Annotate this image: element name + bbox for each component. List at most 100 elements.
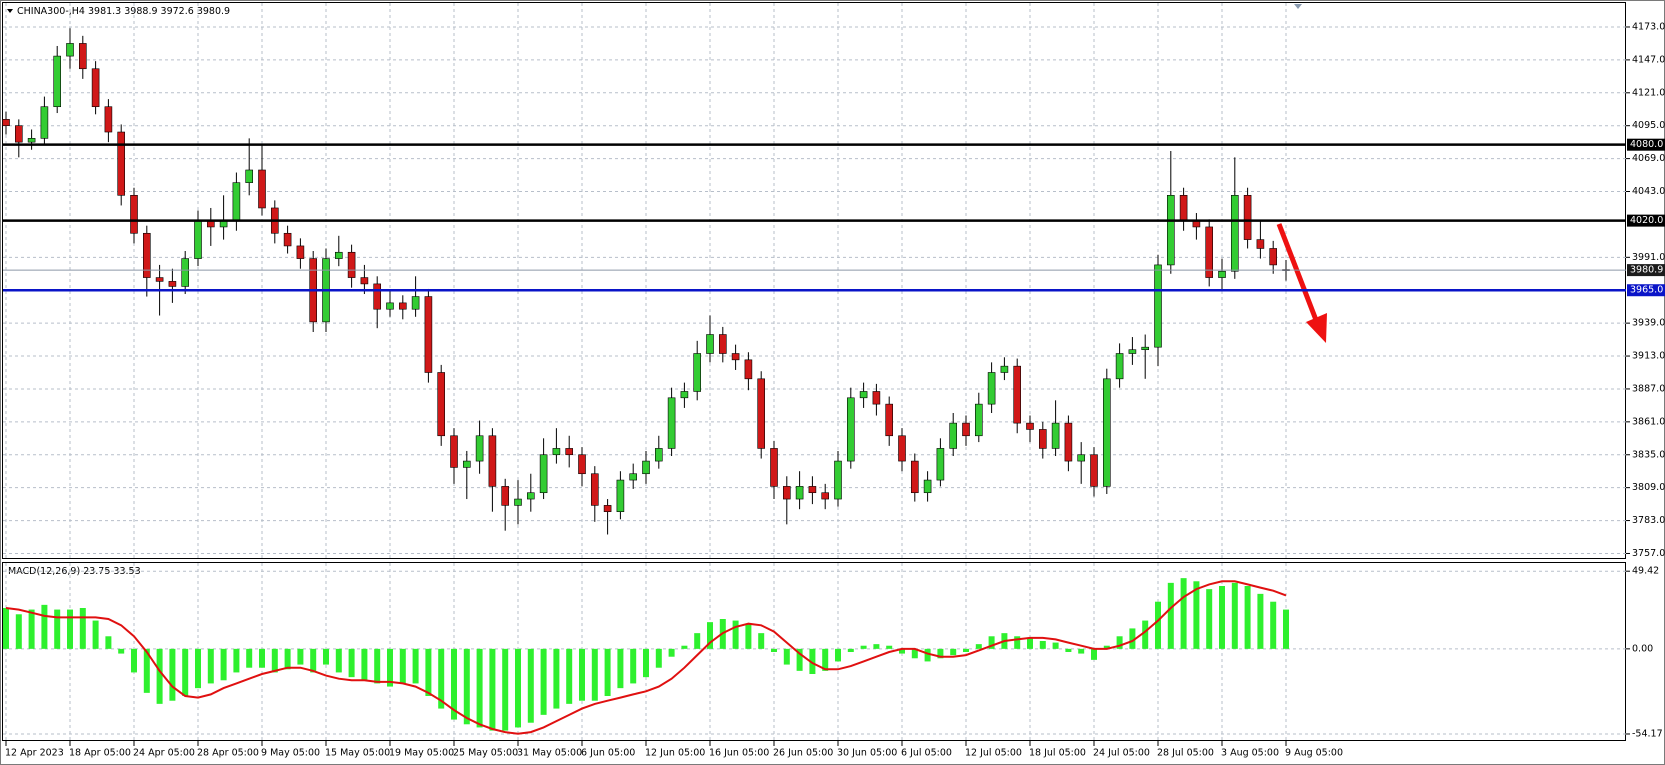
x-tick-label: 9 Aug 05:00: [1285, 748, 1343, 759]
x-tick-label: 31 May 05:00: [517, 748, 582, 759]
macd-bar: [540, 648, 547, 715]
candle-body: [974, 403, 983, 437]
bid-label: 3980.9: [1630, 265, 1663, 276]
candle-body: [1077, 454, 1085, 462]
macd-bar: [783, 648, 790, 665]
candle-body: [1141, 346, 1149, 351]
candle-body: [130, 195, 138, 234]
shift-marker: [1294, 4, 1302, 9]
candle-body: [808, 486, 817, 494]
x-tick-label: 6 Jun 05:00: [581, 748, 635, 759]
y-tick-label: 3991.0: [1632, 252, 1665, 263]
candle-body: [616, 479, 625, 513]
candle-body: [1064, 422, 1073, 462]
macd-bar: [1270, 601, 1277, 649]
candle-body: [334, 251, 343, 259]
x-tick-label: 28 Jul 05:00: [1157, 748, 1214, 759]
macd-bar: [79, 608, 86, 649]
macd-bar: [1027, 637, 1033, 649]
macd-bar: [220, 648, 227, 681]
macd-bar: [630, 648, 637, 684]
macd-bar: [1142, 620, 1149, 649]
candle-body: [40, 106, 49, 139]
candle-body: [2, 119, 10, 126]
candle-body: [1231, 195, 1239, 272]
macd-bar: [591, 648, 598, 701]
x-tick-label: 15 May 05:00: [325, 748, 390, 759]
macd-bar: [169, 648, 176, 701]
macd-bar: [924, 648, 931, 662]
candle-body: [398, 302, 407, 310]
macd-bar: [1283, 609, 1289, 649]
bid-label-box: [1627, 264, 1665, 277]
candle-body: [872, 391, 881, 405]
candle-body: [168, 281, 177, 287]
macd-bar: [1103, 645, 1110, 649]
candle-body: [1103, 378, 1111, 487]
arrow-shaft: [1276, 223, 1319, 321]
y-tick-label: 4147.0: [1632, 54, 1665, 65]
y-tick-label: -54.17: [1632, 728, 1663, 739]
x-tick-label: 28 Apr 05:00: [197, 748, 259, 759]
macd-bar: [937, 648, 944, 659]
x-tick-label: 12 Jun 05:00: [645, 748, 705, 759]
macd-bar: [758, 633, 765, 649]
candle-body: [437, 372, 446, 437]
level-label: 4020.0: [1630, 215, 1663, 226]
macd-bar: [54, 609, 61, 649]
candle-body: [885, 403, 894, 437]
low-value: 3972.6: [161, 6, 194, 17]
candle-body: [565, 448, 574, 456]
x-tick-label: 30 Jun 05:00: [837, 748, 897, 759]
macd-bar: [1052, 642, 1059, 649]
candle-body: [910, 460, 919, 494]
candle-body: [181, 258, 189, 287]
candle-body: [117, 131, 125, 196]
candle-body: [987, 372, 996, 405]
macd-bar: [207, 648, 214, 684]
macd-bar: [233, 648, 240, 673]
candle-body: [462, 460, 471, 468]
macd-bar: [297, 648, 304, 665]
candle-body: [66, 43, 74, 57]
macd-bar: [425, 648, 432, 696]
macd-bar: [886, 645, 893, 649]
level-label-box: [1627, 214, 1665, 227]
x-tick-label: 19 May 05:00: [389, 748, 454, 759]
y-tick-label: 3809.0: [1632, 482, 1665, 493]
y-tick-label: 3757.0: [1632, 548, 1665, 559]
macd-bar: [1078, 648, 1085, 654]
candle-body: [194, 220, 202, 259]
macd-bar: [156, 648, 163, 704]
candle-body: [526, 492, 535, 500]
candle-body: [91, 68, 100, 108]
candle-body: [706, 334, 714, 354]
macd-bar: [732, 620, 739, 649]
candle-body: [245, 169, 253, 183]
macd-bar: [323, 648, 329, 665]
candle-body: [360, 277, 369, 285]
macd-bar: [1206, 589, 1213, 649]
macd-bar: [451, 648, 457, 720]
macd-bar: [1219, 586, 1225, 649]
candle-body: [1115, 353, 1124, 380]
candle-body: [1000, 365, 1009, 373]
candle-body: [1013, 365, 1022, 424]
x-tick-label: 9 May 05:00: [261, 748, 320, 759]
menu-triangle[interactable]: [7, 9, 13, 13]
macd-bar: [681, 645, 688, 649]
macd-bar: [745, 623, 752, 649]
x-tick-label: 16 Jun 05:00: [709, 748, 769, 759]
macd-bar: [860, 645, 867, 649]
x-tick-label: 12 Apr 2023: [5, 748, 64, 759]
macd-bar: [92, 620, 99, 649]
candle-body: [1051, 422, 1060, 449]
candle-body: [795, 486, 804, 500]
macd-bar: [348, 648, 355, 678]
candle-body: [949, 422, 958, 449]
candle-body: [590, 473, 599, 506]
candle-body: [104, 106, 113, 133]
macd-bar: [387, 648, 393, 687]
x-tick-label: 24 Apr 05:00: [133, 748, 195, 759]
